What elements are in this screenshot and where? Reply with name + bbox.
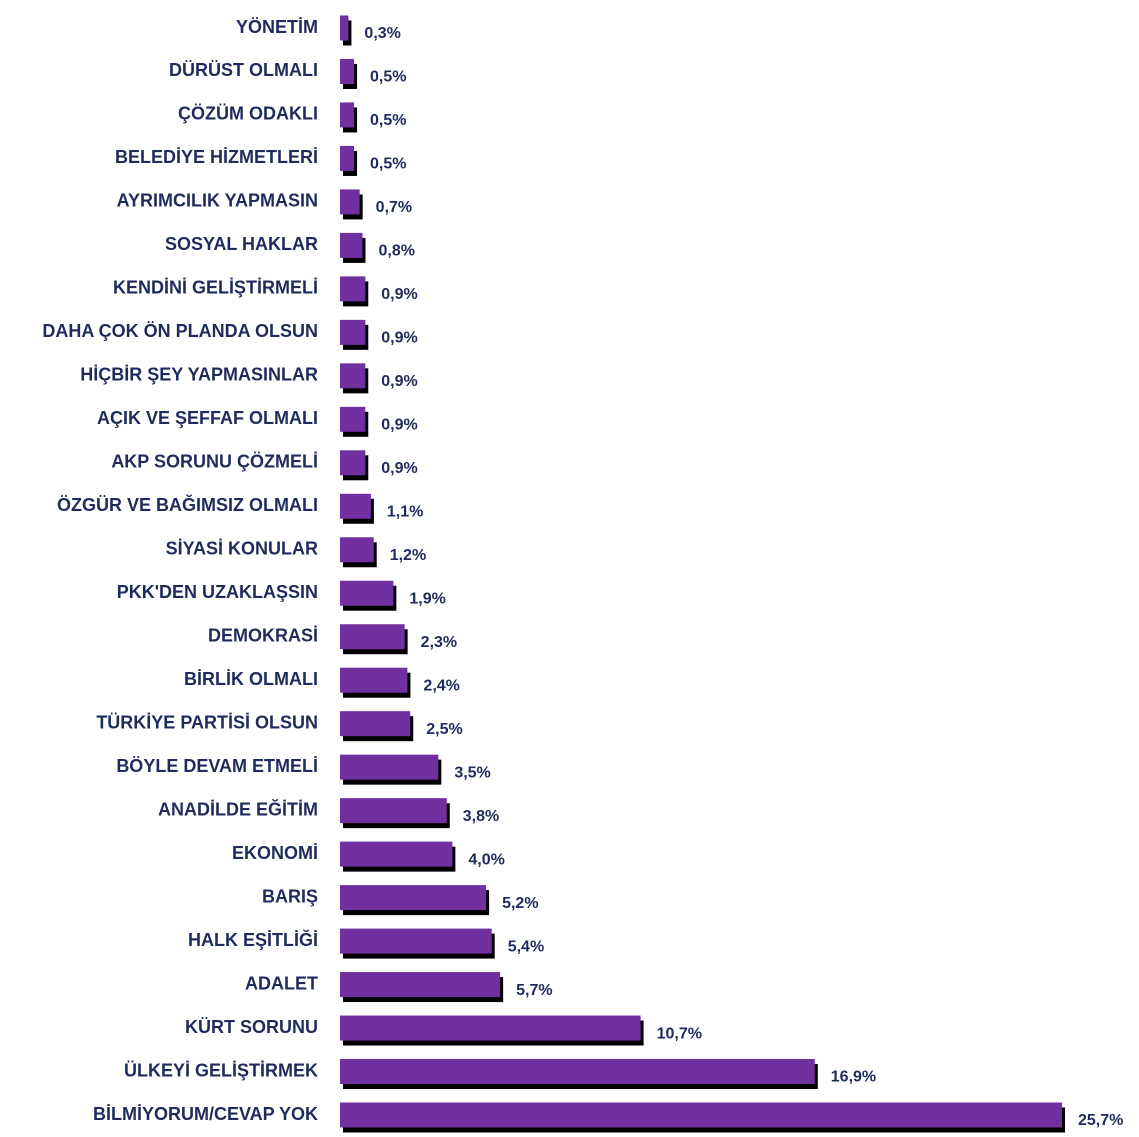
category-label: DAHA ÇOK ÖN PLANDA OLSUN <box>42 321 318 341</box>
value-label: 1,1% <box>387 503 423 520</box>
value-label: 16,9% <box>831 1069 876 1086</box>
bar <box>340 1059 815 1085</box>
bar <box>340 450 366 476</box>
category-label: BELEDİYE HİZMETLERİ <box>115 147 318 167</box>
category-label: BİRLİK OLMALI <box>184 669 318 689</box>
bar <box>340 15 349 41</box>
value-label: 0,7% <box>376 199 412 216</box>
value-label: 3,8% <box>463 808 499 825</box>
category-label: BÖYLE DEVAM ETMELİ <box>116 756 318 776</box>
bar <box>340 537 374 563</box>
category-label: YÖNETİM <box>236 17 318 37</box>
category-label: ADALET <box>245 973 318 993</box>
value-label: 10,7% <box>657 1025 702 1042</box>
value-label: 0,9% <box>381 373 417 390</box>
bar <box>340 624 405 650</box>
category-label: HİÇBİR ŞEY YAPMASINLAR <box>80 365 318 385</box>
category-label: HALK EŞİTLİĞİ <box>188 929 318 950</box>
value-label: 5,2% <box>502 895 538 912</box>
category-label: ANADİLDE EĞİTİM <box>158 798 318 819</box>
bar <box>340 972 501 998</box>
bar <box>340 58 355 84</box>
value-label: 0,9% <box>381 460 417 477</box>
value-label: 5,7% <box>516 982 552 999</box>
category-label: KÜRT SORUNU <box>185 1017 318 1037</box>
category-label: AYRIMCILIK YAPMASIN <box>117 191 318 211</box>
category-label: BİLMİYORUM/CEVAP YOK <box>93 1104 318 1124</box>
category-label: BARIŞ <box>262 886 318 906</box>
category-label: EKONOMİ <box>232 843 318 863</box>
category-label: AKP SORUNU ÇÖZMELİ <box>111 452 318 472</box>
category-label: SİYASİ KONULAR <box>166 539 318 559</box>
bar <box>340 580 394 606</box>
category-label: ÖZGÜR VE BAĞIMSIZ OLMALI <box>57 494 318 515</box>
bar <box>340 1015 641 1041</box>
bar <box>340 406 366 432</box>
bar <box>340 928 492 954</box>
value-label: 0,8% <box>378 243 414 260</box>
bar <box>340 363 366 389</box>
value-label: 0,9% <box>381 417 417 434</box>
value-label: 2,4% <box>423 677 459 694</box>
bar <box>340 885 487 911</box>
value-label: 0,9% <box>381 286 417 303</box>
value-label: 1,9% <box>409 590 445 607</box>
value-label: 1,2% <box>390 547 426 564</box>
bar <box>340 102 355 128</box>
value-label: 2,3% <box>421 634 457 651</box>
category-label: DEMOKRASİ <box>208 625 318 645</box>
value-label: 0,3% <box>364 25 400 42</box>
bar <box>340 319 366 345</box>
bar <box>340 232 363 258</box>
category-label: SOSYAL HAKLAR <box>165 234 318 254</box>
bar <box>340 1102 1062 1128</box>
value-label: 4,0% <box>468 851 504 868</box>
value-label: 25,7% <box>1078 1112 1123 1129</box>
bar <box>340 667 408 693</box>
category-label: ÇÖZÜM ODAKLI <box>178 104 318 124</box>
value-label: 3,5% <box>454 764 490 781</box>
bar <box>340 841 453 867</box>
value-label: 0,9% <box>381 330 417 347</box>
bar <box>340 145 355 171</box>
category-label: AÇIK VE ŞEFFAF OLMALI <box>97 408 318 428</box>
value-label: 2,5% <box>426 721 462 738</box>
value-label: 0,5% <box>370 112 406 129</box>
value-label: 0,5% <box>370 156 406 173</box>
category-label: DÜRÜST OLMALI <box>169 60 318 80</box>
bar <box>340 493 371 519</box>
bar <box>340 754 439 780</box>
category-label: ÜLKEYİ GELİŞTİRMEK <box>124 1060 318 1080</box>
bar <box>340 711 411 737</box>
bar <box>340 798 447 824</box>
category-label: KENDİNİ GELİŞTİRMELİ <box>113 278 318 298</box>
bar <box>340 189 360 215</box>
value-label: 0,5% <box>370 69 406 86</box>
value-label: 5,4% <box>508 938 544 955</box>
bar <box>340 276 366 302</box>
category-label: TÜRKİYE PARTİSİ OLSUN <box>96 712 318 732</box>
category-label: PKK'DEN UZAKLAŞSIN <box>117 582 318 602</box>
